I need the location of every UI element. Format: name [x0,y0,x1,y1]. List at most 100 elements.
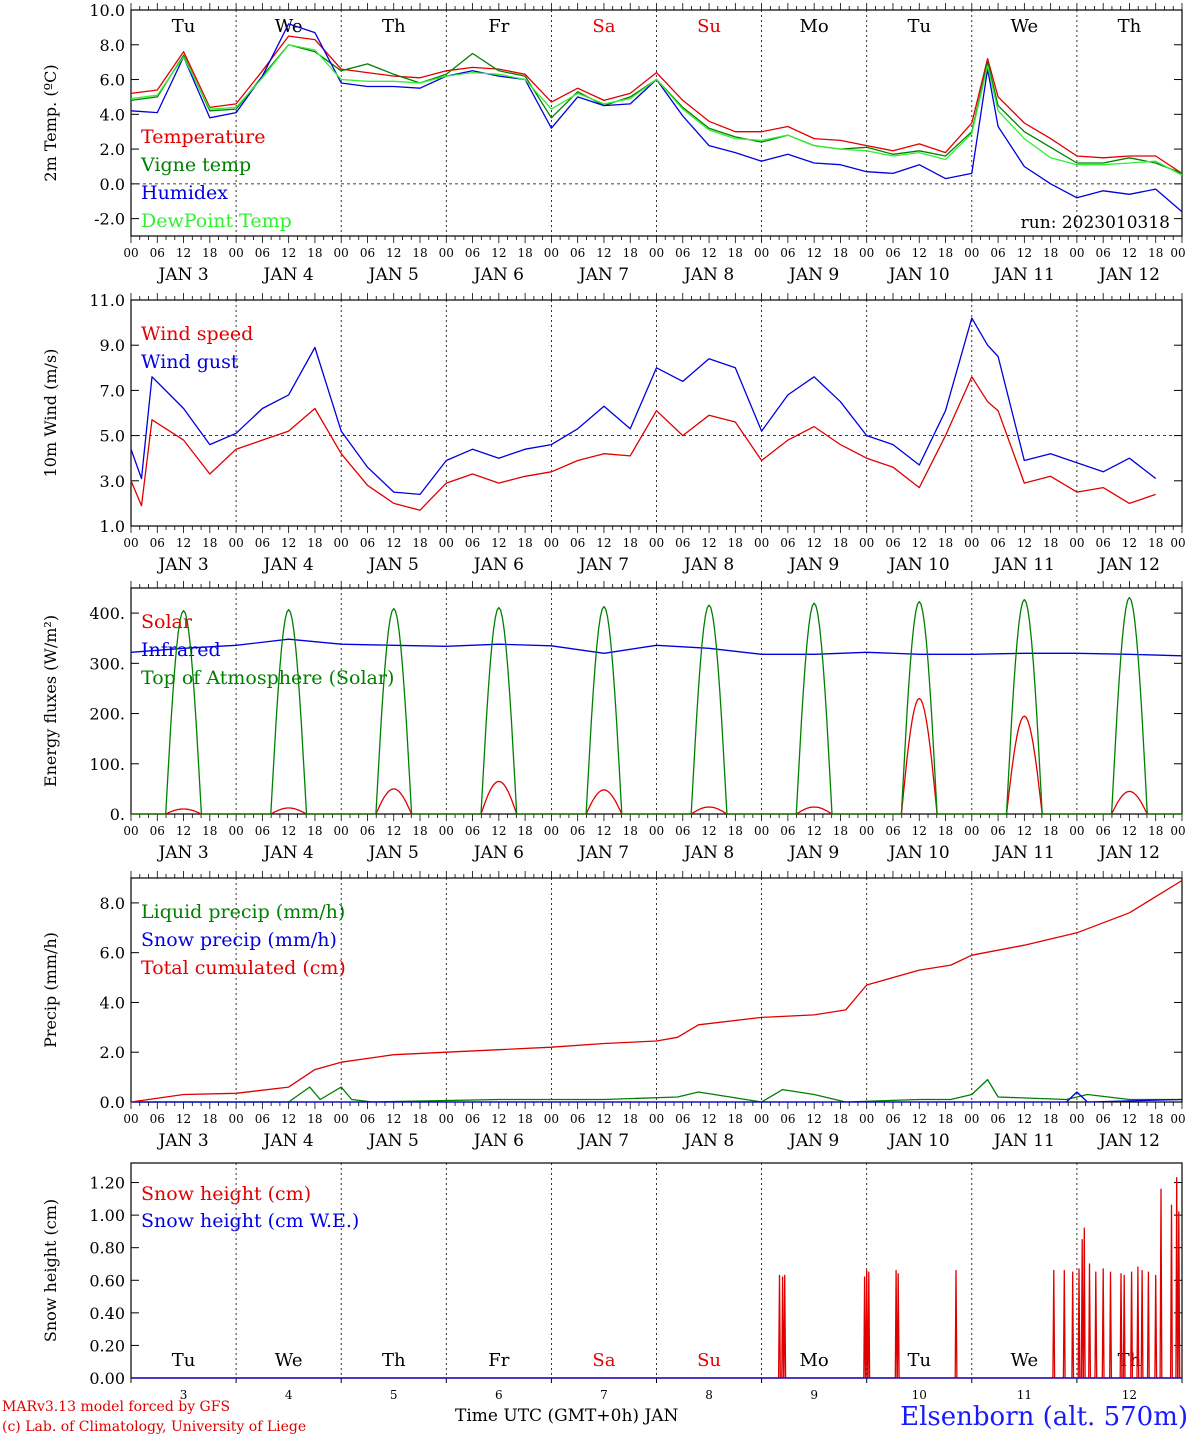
hour-label: 12 [807,246,822,260]
legend-entry: Infrared [141,639,221,661]
hour-label: 12 [1017,536,1032,550]
hour-label: 18 [412,536,427,550]
hour-label: 06 [570,824,585,838]
hour-label: 18 [1043,1112,1058,1126]
y-tick-label: 300. [89,654,125,673]
series-line [130,317,1157,496]
hour-label: 00 [1170,536,1185,550]
hour-label: 00 [1069,536,1084,550]
date-label: JAN 10 [887,265,950,285]
date-label: JAN 5 [367,1131,419,1151]
hour-label: 06 [570,536,585,550]
date-label: JAN 6 [472,1131,524,1151]
series-line [130,376,1156,511]
date-label: JAN 7 [577,555,629,575]
hour-label: 18 [623,536,638,550]
hour-label: 12 [491,536,506,550]
series-4-1 [131,1078,1182,1103]
hour-label: 06 [885,246,900,260]
date-label: JAN 3 [156,843,208,863]
hour-label: 00 [964,1112,979,1126]
hour-label: 18 [623,1112,638,1126]
hour-label: 06 [990,246,1005,260]
hour-label: 00 [754,536,769,550]
y-tick-label: 1.0 [100,517,125,536]
hour-label: 00 [859,536,874,550]
hour-label: 06 [360,1112,375,1126]
hour-label: 12 [912,1112,927,1126]
y-tick-label: 5.0 [100,427,125,446]
hour-label: 18 [307,1112,322,1126]
hour-label: 12 [701,824,716,838]
weekday-label: Th [1118,16,1142,37]
hour-label: 18 [623,246,638,260]
hour-label: 12 [1122,536,1137,550]
hour-label: 06 [885,536,900,550]
hour-label: 18 [307,536,322,550]
date-label: JAN 11 [992,555,1055,575]
series-line [130,23,1183,213]
hour-label: 12 [807,536,822,550]
legend-entry: Humidex [141,182,228,204]
hour-label: 06 [1096,536,1111,550]
hour-label: 06 [675,536,690,550]
hour-label: 18 [202,1112,217,1126]
hour-label: 06 [885,1112,900,1126]
hour-label: 00 [754,824,769,838]
series-4-2 [131,1091,1183,1103]
series-line [131,1177,1182,1379]
hour-label: 12 [491,824,506,838]
date-label: JAN 5 [367,555,419,575]
y-tick-label: 8.0 [100,36,125,55]
hour-label: 00 [334,536,349,550]
day-number-label: 5 [390,1388,398,1402]
legend-entry: Solar [141,611,193,633]
y-tick-label: 9.0 [100,336,125,355]
hour-label: 06 [570,1112,585,1126]
date-label: JAN 10 [887,843,950,863]
hour-label: 06 [465,1112,480,1126]
y-tick-label: 6.0 [100,944,125,963]
hour-label: 00 [439,1112,454,1126]
hour-label: 00 [123,246,138,260]
date-label: JAN 5 [367,265,419,285]
hour-label: 18 [833,246,848,260]
weekday-label: We [1011,16,1039,37]
hour-label: 00 [859,246,874,260]
y-tick-label: 0. [110,805,125,824]
weekday-label: Tu [172,16,196,37]
series-line [131,596,1182,815]
hour-label: 06 [255,536,270,550]
y-tick-label: 4.0 [100,105,125,124]
series-3-1 [131,697,1182,815]
hour-label: 00 [123,824,138,838]
y-tick-label: 0.40 [89,1304,125,1323]
hour-label: 00 [334,246,349,260]
panel-1: -2.0 0.0 2.0 4.0 6.0 8.0 10.0 2m Temp. (ºC) 00 06… [41,1,1186,285]
hour-label: 12 [1122,1112,1137,1126]
hour-label: 12 [176,536,191,550]
hour-label: 06 [360,824,375,838]
weekday-label: Tu [172,1350,196,1371]
y-tick-label: 1.20 [89,1174,125,1193]
y-axis-label: 10m Wind (m/s) [41,349,60,478]
day-number-label: 8 [705,1388,713,1402]
hour-label: 12 [596,824,611,838]
hour-label: 18 [1148,1112,1163,1126]
series-line [130,44,1183,175]
series-1-4 [130,44,1183,176]
hour-label: 18 [833,536,848,550]
hour-label: 18 [517,824,532,838]
hour-label: 12 [596,536,611,550]
hour-label: 00 [228,246,243,260]
hour-label: 12 [1017,1112,1032,1126]
hour-label: 18 [728,246,743,260]
hour-label: 00 [1069,1112,1084,1126]
hour-label: 12 [386,246,401,260]
hour-label: 00 [859,824,874,838]
hour-label: 18 [1043,536,1058,550]
hour-label: 06 [150,824,165,838]
hour-label: 00 [964,246,979,260]
hour-label: 12 [1122,246,1137,260]
date-label: JAN 6 [472,843,524,863]
